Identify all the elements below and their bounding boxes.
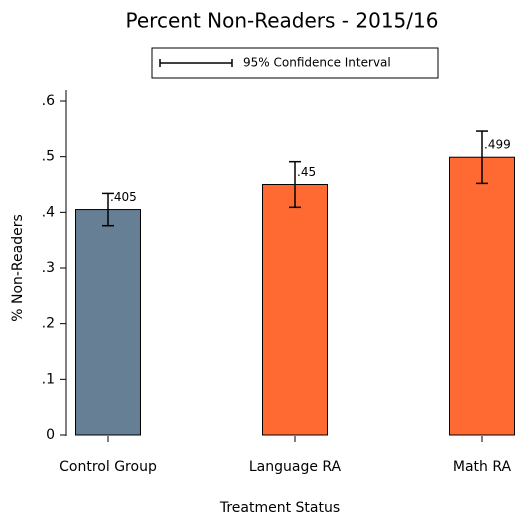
value-label: .499	[484, 138, 511, 152]
y-tick-label: .6	[42, 93, 55, 109]
y-tick-label: .1	[42, 371, 55, 387]
y-tick-label: .5	[42, 149, 55, 165]
x-axis-label: Treatment Status	[219, 500, 340, 516]
value-label: .45	[297, 165, 316, 179]
y-tick-label: .2	[42, 316, 55, 332]
legend-label: 95% Confidence Interval	[243, 56, 391, 70]
bar	[262, 184, 328, 436]
x-tick-label: Control Group	[59, 459, 157, 475]
chart-title: Percent Non-Readers - 2015/16	[126, 9, 439, 33]
y-tick-label: .3	[42, 260, 55, 276]
bar	[75, 209, 141, 436]
x-tick-label: Language RA	[249, 459, 342, 475]
y-tick-label: .4	[42, 204, 55, 220]
error-bar	[289, 160, 301, 209]
value-label: .405	[110, 190, 137, 204]
bar	[449, 156, 515, 436]
error-bar	[476, 130, 488, 185]
y-axis-label: % Non-Readers	[10, 214, 26, 322]
y-tick-label: 0	[46, 427, 55, 443]
error-bar	[102, 192, 114, 227]
x-tick-label: Math RA	[453, 459, 512, 475]
